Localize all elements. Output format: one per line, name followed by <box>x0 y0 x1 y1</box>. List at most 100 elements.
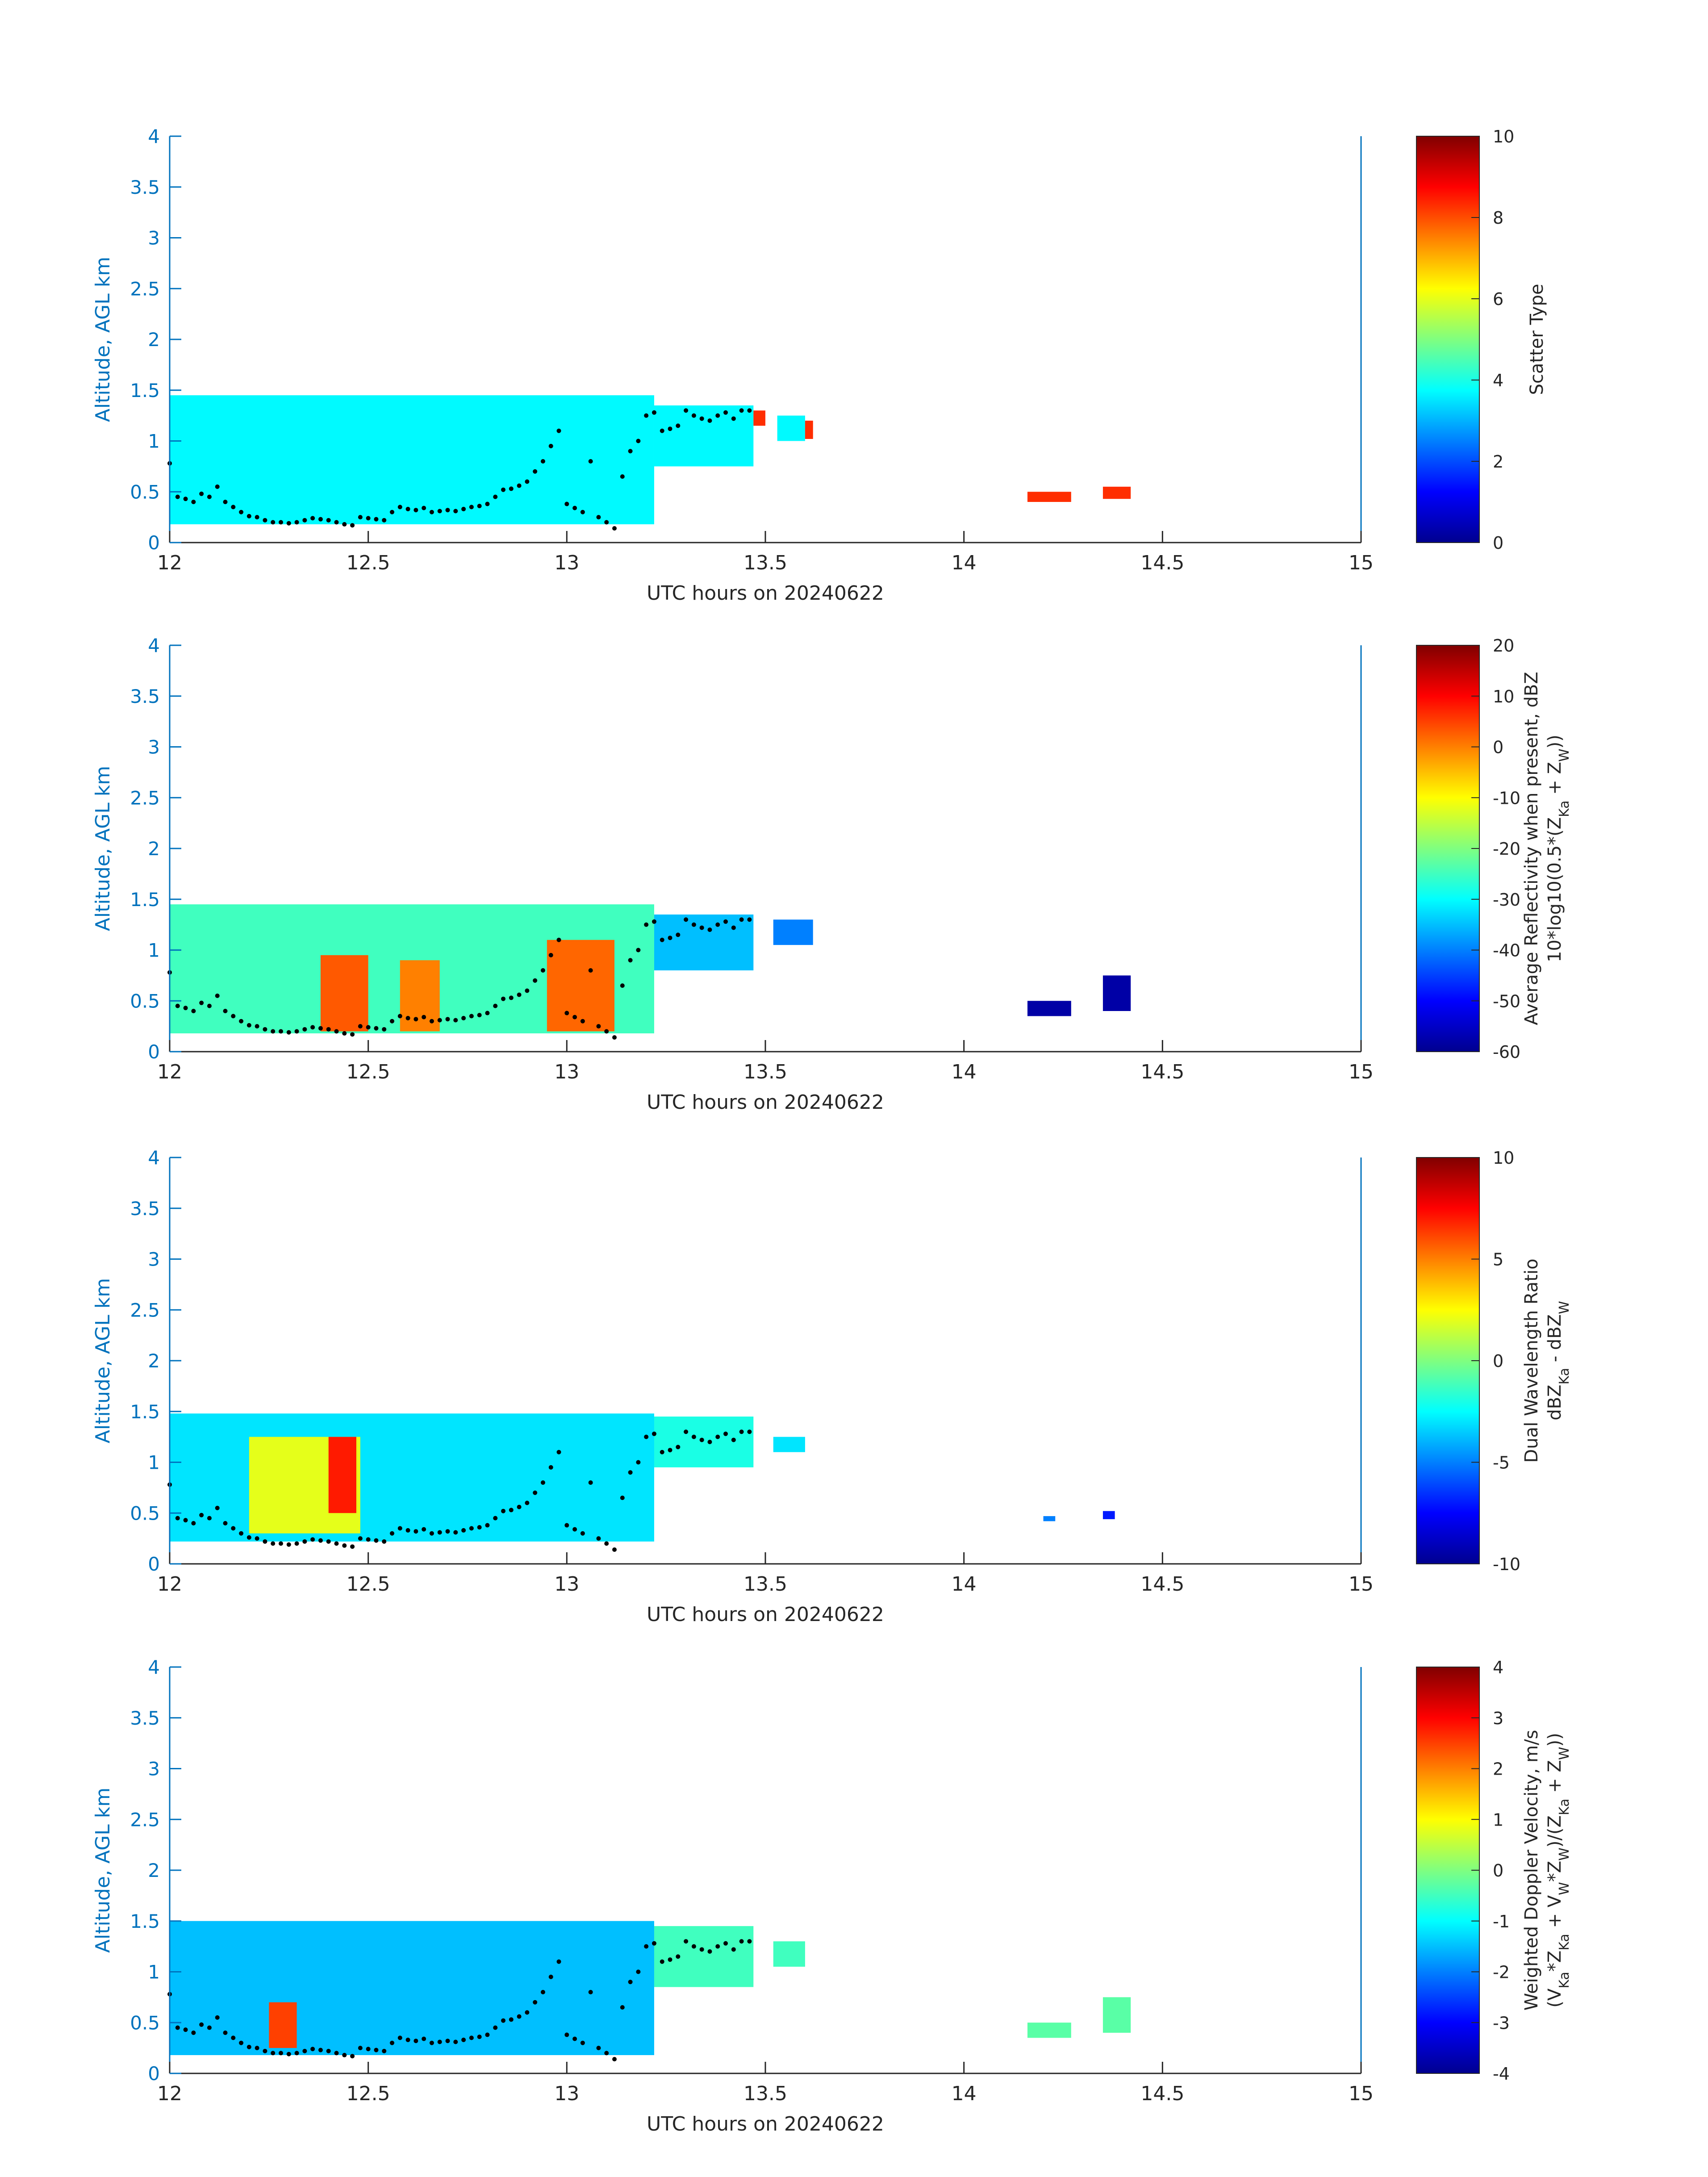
y-tick-label: 4 <box>148 635 160 656</box>
overlay-point <box>302 518 307 522</box>
panel-3: 12 12.5 13 13.5 14 14.5 15 0 0.5 1 1.5 2 2.5 3 3.5 4 UTC… <box>92 1147 1572 1626</box>
data-region <box>328 1437 356 1513</box>
overlay-point <box>453 1018 458 1023</box>
x-tick-label: 15 <box>1349 1573 1374 1596</box>
overlay-point <box>191 2031 196 2035</box>
overlay-point <box>699 925 704 930</box>
y-tick-label: 0.5 <box>130 990 160 1012</box>
overlay-point <box>604 2051 609 2056</box>
overlay-point <box>239 1531 244 1536</box>
overlay-point <box>246 1535 251 1540</box>
overlay-point <box>469 2035 474 2040</box>
y-tick-label: 3.5 <box>130 685 160 707</box>
overlay-point <box>429 1531 434 1536</box>
overlay-point <box>739 408 744 413</box>
overlay-point <box>397 1014 402 1019</box>
overlay-point <box>318 517 323 522</box>
subscript: W <box>1557 1882 1572 1895</box>
overlay-point <box>739 917 744 922</box>
overlay-point <box>239 1019 244 1024</box>
colorbar-label-line2: 10*log10(0.5*(ZKa + ZW)) <box>1545 735 1572 962</box>
subscript: Ka <box>1557 1972 1572 1989</box>
colorbar-label: Scatter Type <box>1527 284 1547 395</box>
overlay-point <box>533 2000 538 2005</box>
overlay-point <box>620 983 625 988</box>
overlay-point <box>286 521 291 526</box>
overlay-point <box>215 993 220 998</box>
y-tick-label: 1.5 <box>130 889 160 911</box>
y-tick-label: 0 <box>148 1041 160 1063</box>
overlay-point <box>739 1429 744 1434</box>
x-tick-label: 12 <box>157 552 182 574</box>
overlay-point <box>318 2047 323 2052</box>
colorbar-tick-label: -1 <box>1493 1912 1510 1931</box>
data-region <box>654 1926 754 1987</box>
overlay-point <box>246 2044 251 2049</box>
data-region <box>777 415 805 441</box>
overlay-point <box>405 2037 410 2042</box>
overlay-point <box>271 1541 276 1546</box>
overlay-point <box>707 418 712 423</box>
y-tick-label: 0.5 <box>130 1502 160 1524</box>
overlay-point <box>397 505 402 510</box>
overlay-point <box>493 494 498 499</box>
overlay-point <box>731 925 736 930</box>
overlay-point <box>525 1500 530 1505</box>
overlay-point <box>445 1529 450 1534</box>
overlay-point <box>191 1009 196 1013</box>
label-part: )) <box>1545 735 1565 748</box>
colorbar-label: Average Reflectivity when present, dBZ 10… <box>1521 672 1572 1025</box>
overlay-point <box>604 1029 609 1034</box>
overlay-point <box>318 1538 323 1543</box>
overlay-point <box>286 2052 291 2056</box>
x-tick-label: 15 <box>1349 2082 1374 2105</box>
x-tick-label: 12 <box>157 1573 182 1596</box>
data-region <box>1102 975 1131 1011</box>
overlay-point <box>485 501 490 506</box>
overlay-point <box>644 413 649 418</box>
data-region <box>1027 492 1071 502</box>
overlay-point <box>469 1526 474 1531</box>
x-tick-label: 13.5 <box>743 1061 787 1083</box>
subscript: Ka <box>1557 1934 1572 1951</box>
subscript: Ka <box>1557 1799 1572 1816</box>
overlay-point <box>461 506 466 511</box>
data-region <box>654 914 754 970</box>
overlay-point <box>676 1954 681 1959</box>
overlay-point <box>469 1014 474 1019</box>
overlay-point <box>437 509 442 514</box>
overlay-point <box>175 2025 180 2030</box>
overlay-point <box>255 515 259 520</box>
overlay-point <box>588 968 593 973</box>
overlay-point <box>660 1959 664 1964</box>
overlay-point <box>397 1526 402 1531</box>
overlay-point <box>453 1530 458 1535</box>
overlay-point <box>453 2039 458 2044</box>
overlay-point <box>405 1015 410 1020</box>
y-tick-label: 2 <box>148 838 160 860</box>
overlay-point <box>175 1003 180 1008</box>
x-tick-label: 12.5 <box>347 2082 390 2105</box>
overlay-point <box>739 1939 744 1944</box>
overlay-point <box>572 506 577 510</box>
overlay-point <box>255 1536 259 1541</box>
colorbar <box>1416 645 1480 1052</box>
overlay-point <box>445 508 450 513</box>
overlay-point <box>207 2025 212 2030</box>
overlay-point <box>445 1017 450 1022</box>
overlay-point <box>334 520 339 525</box>
overlay-point <box>405 506 410 511</box>
overlay-point <box>676 1445 681 1450</box>
overlay-point <box>231 505 236 510</box>
colorbar-tick-label: -5 <box>1493 1453 1510 1473</box>
overlay-point <box>660 937 664 942</box>
overlay-point <box>509 486 514 491</box>
subscript: W <box>1557 1847 1572 1861</box>
overlay-point <box>461 1015 466 1020</box>
overlay-point <box>302 1027 307 1032</box>
overlay-point <box>723 919 728 924</box>
overlay-point <box>485 1523 490 1528</box>
colorbar-tick-label: -20 <box>1493 839 1520 859</box>
overlay-point <box>517 992 522 997</box>
overlay-point <box>350 2054 355 2059</box>
